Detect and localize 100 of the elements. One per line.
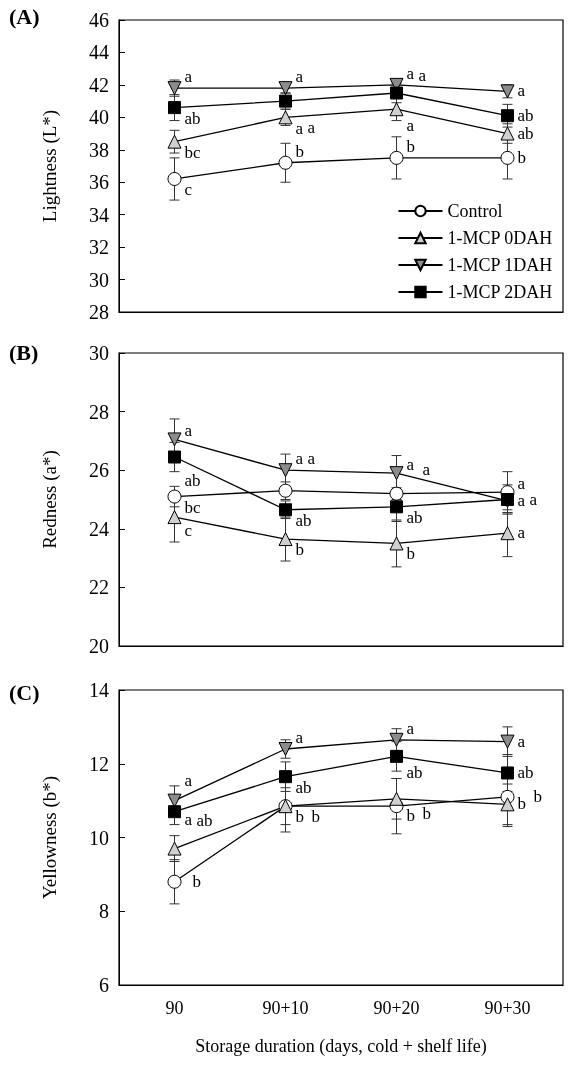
point: [501, 766, 514, 780]
y-tick-label: 26: [89, 459, 109, 482]
point: [278, 81, 293, 96]
annotation: b: [517, 147, 526, 167]
y-tick-label: 24: [89, 517, 109, 540]
point: [501, 109, 514, 123]
point: [389, 791, 404, 806]
annotation: ab: [406, 763, 423, 783]
annotation: a: [517, 731, 526, 751]
annotation: ab: [517, 105, 534, 125]
chart-title: (A): [9, 3, 40, 29]
y-tick-label: 6: [99, 974, 109, 996]
point: [389, 102, 404, 117]
annotation: a: [406, 455, 415, 475]
annotation: a: [295, 728, 304, 747]
annotation: ab: [517, 762, 534, 782]
annotation: a: [184, 809, 193, 829]
point: [167, 793, 182, 808]
y-tick-label: 42: [89, 73, 109, 96]
annotation: c: [184, 521, 193, 541]
point: [278, 532, 293, 547]
annotation: a: [418, 66, 427, 85]
annotation: ab: [295, 510, 312, 530]
annotation: b: [295, 540, 304, 560]
annotation: b: [406, 136, 415, 156]
chart-title: (C): [9, 679, 40, 705]
legend-label: Control: [447, 201, 503, 221]
point: [278, 155, 293, 170]
y-tick-label: 28: [89, 400, 109, 423]
y-tick-label: 38: [89, 138, 109, 161]
y-tick-label: 36: [89, 171, 109, 194]
annotation: a: [406, 718, 415, 738]
annotation: a: [529, 489, 538, 509]
y-axis-title: Lightness (L*): [39, 109, 61, 223]
annotation: a: [184, 770, 193, 790]
annotation: a: [406, 63, 415, 83]
y-tick-label: 40: [89, 106, 109, 129]
point: [390, 749, 403, 763]
y-tick-label: 14: [89, 679, 109, 701]
legend-label: 1-MCP 1DAH: [447, 255, 553, 275]
point: [278, 463, 293, 478]
annotation: c: [184, 179, 193, 199]
annotation: a: [406, 116, 415, 136]
y-tick-label: 28: [89, 301, 109, 323]
annotation: b: [517, 794, 526, 814]
point: [500, 797, 515, 812]
x-tick-label: 90: [165, 998, 184, 1018]
annotation: ab: [196, 810, 213, 830]
annotation: a: [422, 459, 431, 479]
annotation: a: [184, 421, 193, 441]
point: [167, 489, 182, 504]
annotation: ab: [184, 108, 201, 128]
y-axis-title: Redness (a*): [39, 450, 61, 549]
x-tick-label: 90+10: [262, 998, 309, 1018]
point: [168, 450, 181, 464]
point: [168, 101, 181, 115]
point: [167, 841, 182, 856]
point: [279, 770, 292, 784]
annotation: a: [517, 81, 526, 101]
y-tick-label: 30: [89, 342, 109, 364]
point: [389, 536, 404, 551]
x-tick-label: 90+20: [373, 998, 420, 1018]
y-tick-label: 44: [89, 41, 109, 64]
y-tick-label: 46: [89, 9, 109, 31]
annotation: a: [307, 118, 316, 138]
annotation: b: [533, 786, 542, 806]
point: [167, 874, 182, 889]
y-tick-label: 12: [89, 752, 109, 775]
annotation: ab: [295, 777, 312, 797]
y-tick-label: 20: [89, 635, 109, 657]
chart-title: (B): [9, 339, 39, 365]
annotation: a: [184, 67, 193, 87]
point: [500, 150, 515, 165]
point: [168, 805, 181, 819]
annotation: b: [422, 804, 431, 824]
point: [500, 734, 515, 749]
y-axis-title: Yellowness (b*): [39, 775, 61, 900]
point: [390, 500, 403, 514]
y-tick-label: 32: [89, 236, 109, 259]
point: [167, 134, 182, 149]
legend-label: 1-MCP 0DAH: [447, 228, 553, 248]
point: [389, 466, 404, 481]
annotation: b: [406, 805, 415, 825]
annotation: ab: [406, 507, 423, 527]
y-tick-label: 34: [89, 203, 109, 226]
x-tick-label: 90+30: [484, 998, 531, 1018]
point: [390, 86, 403, 100]
annotation: a: [295, 67, 304, 87]
point: [500, 526, 515, 541]
point: [389, 732, 404, 747]
annotation: a: [517, 523, 526, 543]
annotation: ab: [517, 123, 534, 143]
annotation: b: [192, 871, 201, 891]
annotation: ab: [184, 471, 201, 491]
y-tick-label: 22: [89, 576, 109, 599]
annotation: a: [295, 449, 304, 469]
annotation: b: [295, 141, 304, 161]
annotation: a: [307, 448, 316, 468]
point: [167, 171, 182, 186]
legend-label: 1-MCP 2DAH: [447, 282, 553, 302]
